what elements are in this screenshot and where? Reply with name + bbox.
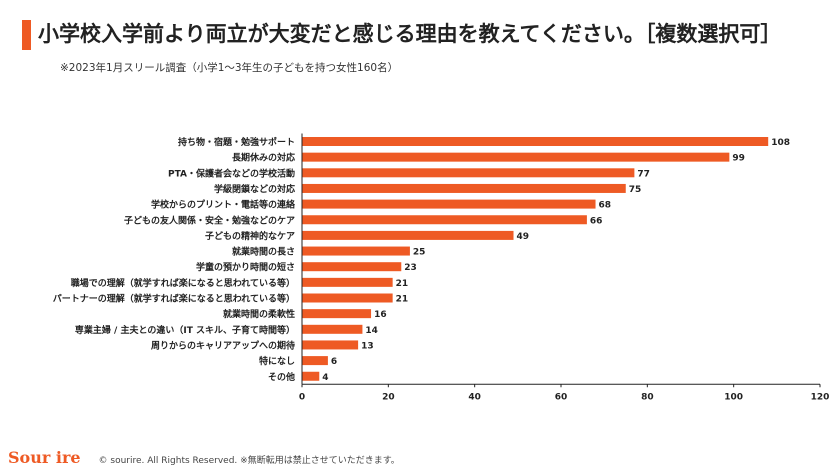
category-label: 子どもの友人関係・安全・勉強などのケア [124, 214, 295, 226]
data-label: 68 [599, 201, 612, 211]
data-label: 77 [637, 169, 650, 179]
category-label: 就業時間の柔軟性 [223, 308, 295, 320]
chart-subtitle: ※2023年1月スリール調査（小学1〜3年生の子どもを持つ女性160名） [60, 62, 399, 74]
bar [302, 262, 402, 272]
category-label: 周りからのキャリアアップへの期待 [151, 339, 295, 351]
bar [302, 183, 626, 193]
footer: Sour ire © sourire. All Rights Reserved.… [8, 448, 400, 467]
category-label: その他 [268, 371, 295, 383]
bar [302, 230, 514, 240]
bar [302, 371, 320, 381]
category-label: 学校からのプリント・電話等の連絡 [151, 199, 296, 211]
data-label: 23 [404, 263, 417, 273]
bar [302, 356, 328, 366]
category-label: 子どもの精神的なケア [205, 230, 295, 242]
data-label: 108 [771, 138, 790, 148]
category-label: 特になし [259, 355, 295, 367]
data-label: 14 [365, 326, 378, 336]
x-tick-label: 100 [724, 392, 743, 402]
bar [302, 199, 596, 209]
category-label: PTA・保護者会などの学校活動 [168, 167, 295, 179]
data-label: 66 [590, 216, 603, 226]
data-label: 6 [331, 357, 337, 367]
x-tick-label: 0 [299, 392, 305, 402]
data-label: 4 [322, 373, 328, 383]
bar [302, 309, 372, 319]
bar [302, 340, 359, 350]
bar [302, 215, 587, 225]
x-tick-label: 60 [555, 392, 568, 402]
category-label: 学童の預かり時間の短さ [196, 261, 295, 273]
bar [302, 293, 393, 303]
bar [302, 137, 769, 146]
bar [302, 277, 393, 287]
data-label: 16 [374, 310, 387, 320]
brand-logo: Sour ire [8, 448, 81, 467]
bar [302, 168, 635, 178]
category-label: 職場での理解（就学すれば楽になると思われている等） [71, 277, 295, 289]
data-label: 13 [361, 341, 374, 351]
x-tick-label: 80 [641, 392, 654, 402]
bar [302, 152, 730, 162]
title-accent-bar [22, 20, 31, 50]
x-tick-label: 20 [382, 392, 395, 402]
category-label: 就業時間の長さ [232, 246, 295, 258]
category-label: 持ち物・宿題・勉強サポート [178, 136, 295, 148]
chart-title: 小学校入学前より両立が大変だと感じる理由を教えてください。［複数選択可］ [38, 22, 782, 46]
data-label: 49 [517, 232, 530, 242]
bar [302, 324, 363, 334]
data-label: 25 [413, 248, 426, 258]
category-label: 専業主婦 / 主夫との違い（IT スキル、子育て時間等） [75, 324, 295, 336]
copyright-text: © sourire. All Rights Reserved. ※無断転用は禁止… [98, 456, 400, 466]
data-label: 75 [629, 185, 642, 195]
bar [302, 246, 410, 256]
x-tick-label: 40 [468, 392, 481, 402]
category-label: パートナーの理解（就学すれば楽になると思われている等） [53, 293, 295, 305]
data-label: 99 [732, 154, 745, 164]
x-tick-label: 120 [811, 392, 830, 402]
category-label: 学級閉鎖などの対応 [214, 183, 295, 195]
data-label: 21 [396, 279, 409, 289]
data-label: 21 [396, 295, 409, 305]
category-label: 長期休みの対応 [232, 152, 295, 164]
